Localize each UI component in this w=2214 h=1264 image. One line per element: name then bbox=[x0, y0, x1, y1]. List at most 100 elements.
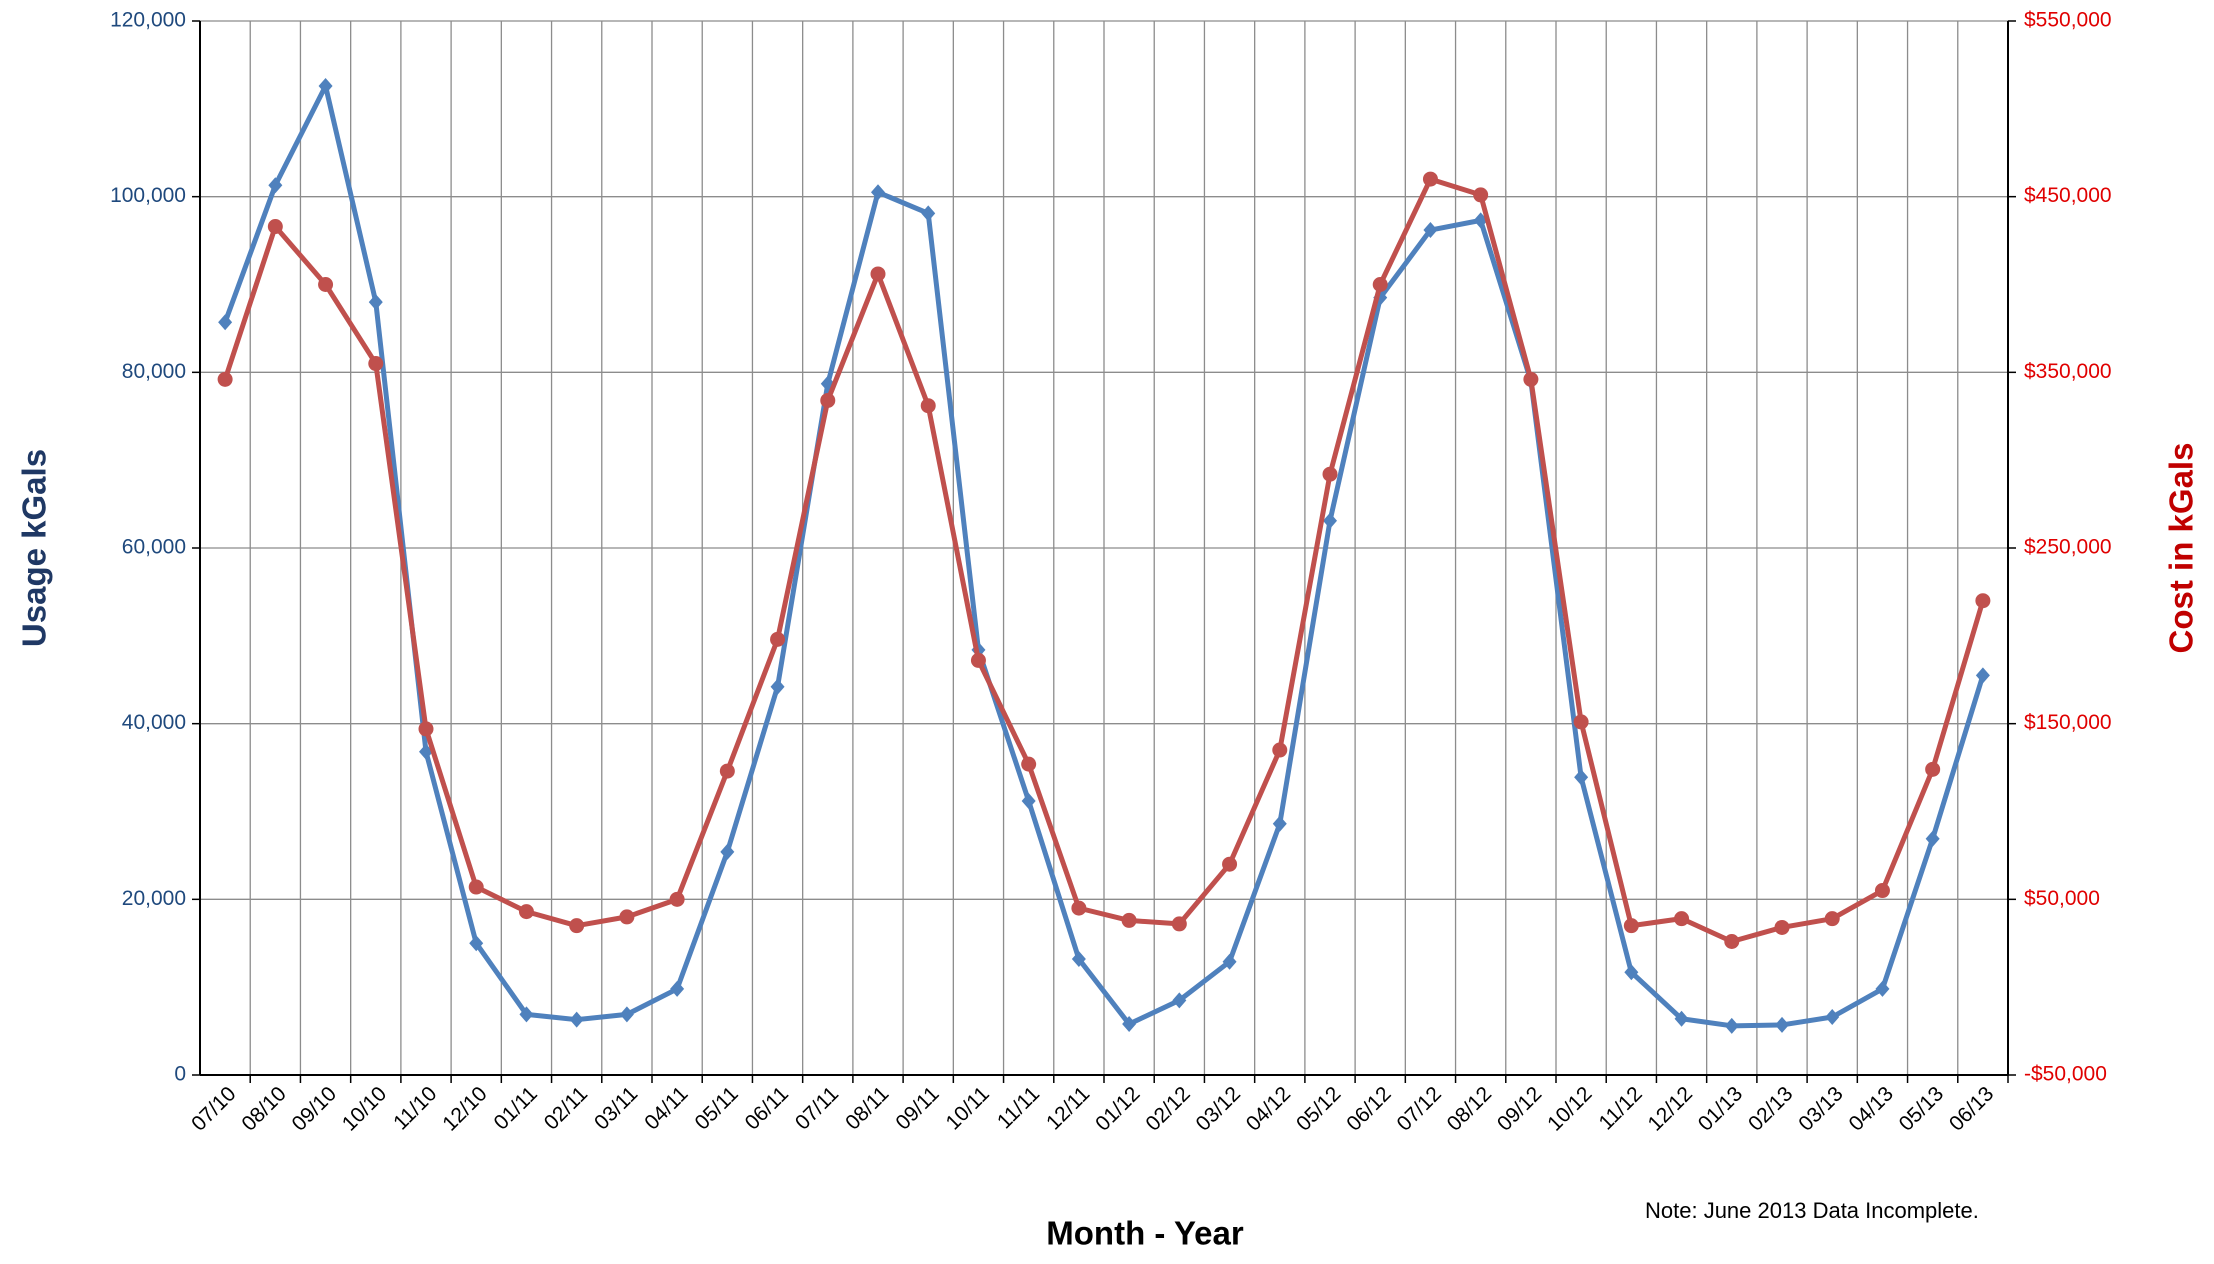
point bbox=[1021, 756, 1037, 772]
x-tick-label: 07/10 bbox=[187, 1082, 240, 1135]
y-tick-label: 0 bbox=[174, 1063, 186, 1086]
y-tick-label: 80,000 bbox=[122, 360, 186, 383]
point bbox=[619, 1006, 634, 1023]
x-tick-label: 02/13 bbox=[1744, 1082, 1797, 1135]
y-tick-label: 120,000 bbox=[110, 9, 186, 32]
point bbox=[871, 184, 885, 201]
point bbox=[770, 678, 785, 695]
x-tick-label: 07/11 bbox=[791, 1082, 843, 1134]
x-tick-label: 01/11 bbox=[490, 1082, 542, 1134]
series-line bbox=[222, 83, 1986, 1029]
x-tick-label: 06/12 bbox=[1342, 1082, 1395, 1135]
point bbox=[318, 277, 334, 292]
point bbox=[1824, 911, 1840, 927]
point bbox=[619, 909, 635, 925]
point bbox=[770, 631, 786, 647]
point bbox=[318, 77, 333, 94]
x-tick-label: 11/12 bbox=[1594, 1082, 1646, 1134]
series-line bbox=[222, 176, 1986, 944]
y2-axis-title: Cost in kGals bbox=[2163, 443, 2200, 654]
x-tick-label: 01/12 bbox=[1091, 1082, 1144, 1135]
x-tick-label: 09/11 bbox=[891, 1082, 943, 1134]
y2-tick-label: $150,000 bbox=[2024, 711, 2112, 734]
point bbox=[267, 219, 283, 235]
point bbox=[1724, 933, 1740, 949]
point bbox=[1122, 1016, 1137, 1033]
point bbox=[418, 721, 434, 737]
x-tick-label: 03/12 bbox=[1192, 1082, 1245, 1135]
point bbox=[1875, 980, 1890, 997]
point bbox=[1121, 912, 1137, 928]
point bbox=[1222, 856, 1238, 872]
x-axis-title: Month - Year bbox=[1046, 1215, 1244, 1252]
x-tick-label: 06/11 bbox=[741, 1082, 793, 1134]
point bbox=[720, 843, 735, 860]
point bbox=[519, 1006, 534, 1023]
point bbox=[368, 294, 383, 311]
point bbox=[217, 371, 233, 387]
point bbox=[518, 904, 534, 920]
point bbox=[870, 266, 886, 282]
point bbox=[1674, 911, 1690, 927]
point bbox=[1825, 1009, 1840, 1026]
y2-tick-label: $50,000 bbox=[2024, 887, 2100, 910]
point bbox=[1272, 815, 1287, 832]
x-tick-label: 08/11 bbox=[841, 1082, 893, 1134]
point bbox=[1975, 593, 1991, 609]
point bbox=[719, 763, 735, 779]
x-tick-label: 10/10 bbox=[338, 1082, 391, 1135]
y2-tick-label: $550,000 bbox=[2024, 9, 2112, 32]
point bbox=[468, 879, 484, 895]
x-tick-label: 09/10 bbox=[288, 1082, 341, 1135]
x-tick-label: 04/13 bbox=[1844, 1082, 1897, 1135]
point bbox=[1724, 1017, 1739, 1034]
point bbox=[1021, 792, 1036, 809]
x-tick-label: 03/13 bbox=[1794, 1082, 1847, 1135]
point bbox=[1623, 918, 1639, 934]
y-tick-label: 40,000 bbox=[122, 711, 186, 734]
point bbox=[970, 652, 986, 668]
x-tick-label: 04/11 bbox=[640, 1082, 692, 1134]
point bbox=[1272, 742, 1288, 758]
x-tick-label: 11/11 bbox=[993, 1082, 1044, 1133]
point bbox=[1473, 187, 1489, 203]
point bbox=[1523, 371, 1539, 387]
point bbox=[1423, 222, 1438, 239]
point bbox=[1573, 714, 1589, 730]
y2-tick-label: $250,000 bbox=[2024, 536, 2112, 559]
x-tick-label: 02/11 bbox=[540, 1082, 592, 1134]
y2-tick-label: -$50,000 bbox=[2024, 1063, 2107, 1086]
y2-tick-label: $450,000 bbox=[2024, 184, 2112, 207]
x-tick-label: 04/12 bbox=[1242, 1082, 1295, 1135]
x-tick-label: 12/10 bbox=[438, 1082, 491, 1135]
x-tick-label: 08/10 bbox=[237, 1082, 290, 1135]
point bbox=[1071, 900, 1087, 916]
point bbox=[1775, 1016, 1789, 1033]
x-tick-label: 09/12 bbox=[1493, 1082, 1546, 1135]
point bbox=[569, 918, 585, 934]
point bbox=[1322, 466, 1338, 482]
point bbox=[1975, 667, 1990, 684]
point bbox=[921, 205, 936, 222]
x-tick-label: 05/12 bbox=[1292, 1082, 1345, 1135]
point bbox=[569, 1011, 584, 1028]
x-tick-label: 03/11 bbox=[590, 1082, 642, 1134]
point bbox=[469, 935, 484, 952]
point bbox=[1172, 992, 1187, 1009]
point bbox=[1222, 953, 1237, 970]
point bbox=[1574, 769, 1589, 786]
point bbox=[1925, 761, 1941, 777]
point bbox=[1171, 916, 1187, 932]
point bbox=[670, 980, 685, 997]
x-tick-label: 05/13 bbox=[1895, 1082, 1948, 1135]
point bbox=[218, 314, 233, 331]
point bbox=[1774, 919, 1790, 935]
y-tick-label: 20,000 bbox=[122, 887, 186, 910]
x-tick-label: 02/12 bbox=[1141, 1082, 1194, 1135]
x-tick-label: 07/12 bbox=[1392, 1082, 1445, 1135]
x-tick-label: 12/11 bbox=[1042, 1082, 1094, 1134]
y-tick-label: 60,000 bbox=[122, 536, 186, 559]
x-tick-label: 06/13 bbox=[1945, 1082, 1998, 1135]
point bbox=[669, 891, 685, 907]
